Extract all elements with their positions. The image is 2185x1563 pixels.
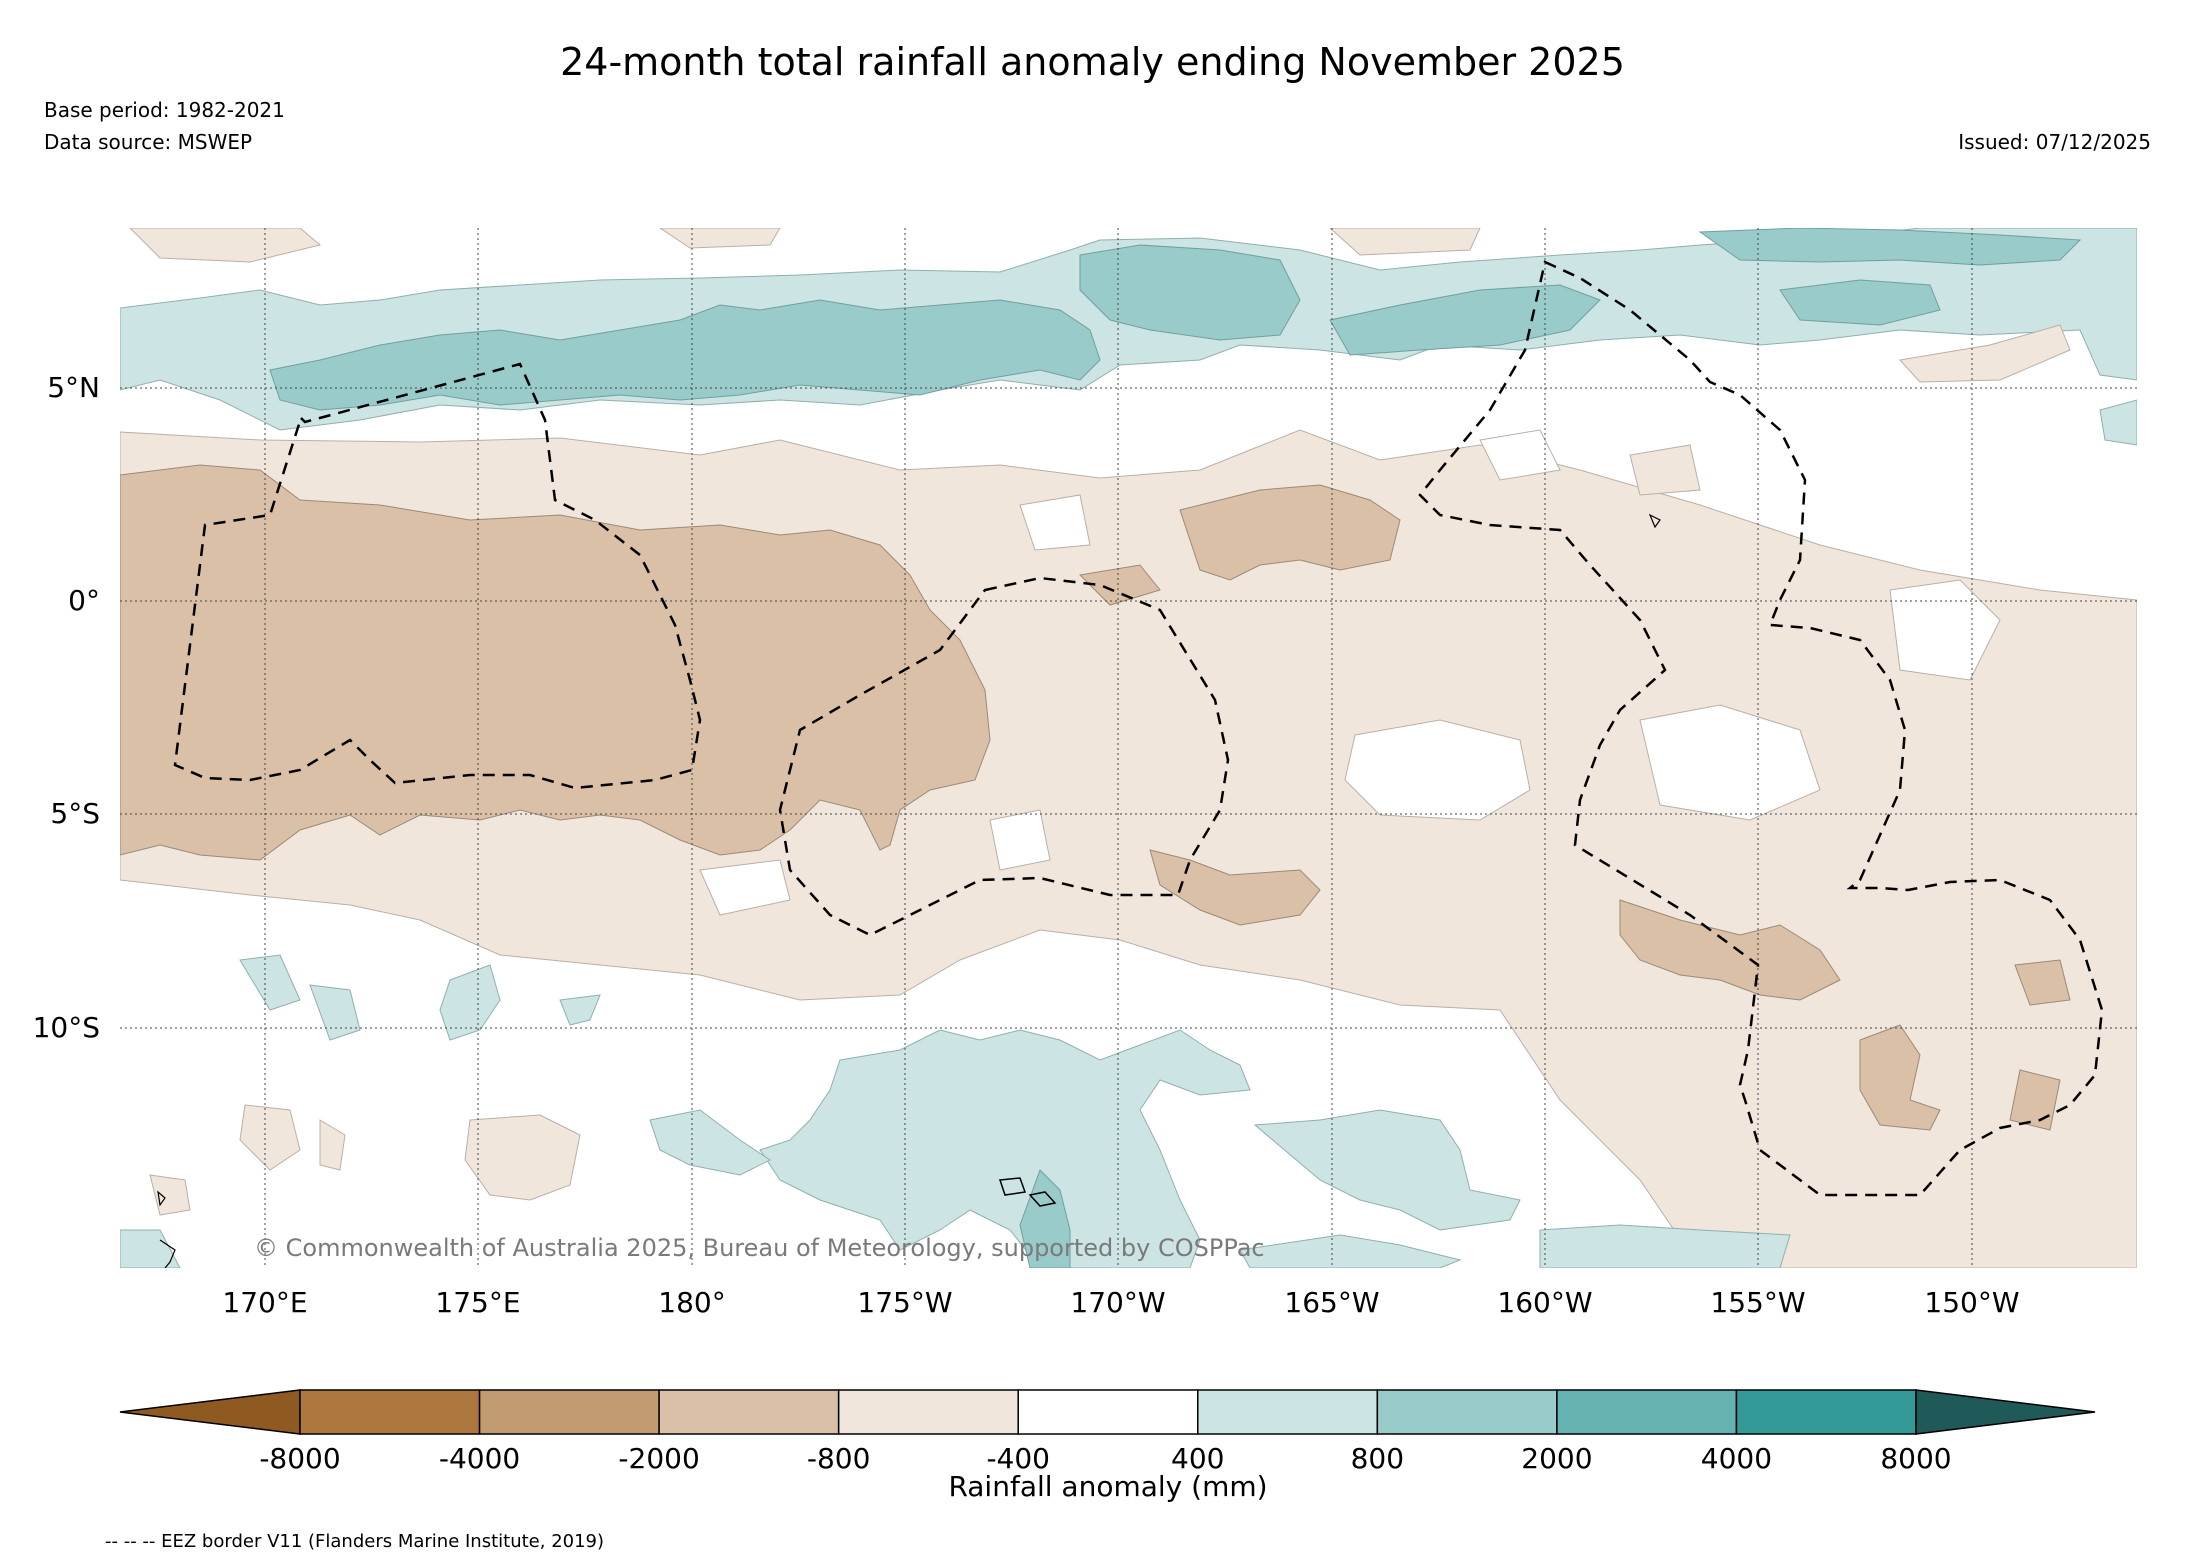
island-outline (1648, 513, 1661, 529)
anomaly-region-wet-mild (649, 1109, 771, 1176)
island-outline (159, 1239, 176, 1268)
anomaly-region-wet-mild (2099, 399, 2137, 446)
neutral-patch (1344, 719, 1531, 821)
eez-legend-note: -- -- -- EEZ border V11 (Flanders Marine… (105, 1531, 605, 1552)
lat-label: 5°S (50, 797, 100, 830)
colorbar-segment (837, 1389, 1019, 1435)
colorbar-segment (658, 1389, 840, 1435)
lon-label: 175°E (435, 1286, 520, 1319)
anomaly-region-dry-strong (1149, 849, 1321, 926)
colorbar-segment (1556, 1389, 1738, 1435)
map-title: 24-month total rainfall anomaly ending N… (560, 40, 1625, 84)
island-outline (1028, 1191, 1057, 1207)
anomaly-region-wet-mild (759, 1029, 1251, 1268)
colorbar: -8000 -4000 -2000 -800 -400 400 800 2000 4000 800… (119, 1389, 2096, 1503)
colorbar-tick-label: 800 (1351, 1442, 1404, 1475)
lon-label: 170°E (222, 1286, 307, 1319)
colorbar-tick-label: 8000 (1880, 1442, 1951, 1475)
neutral-patch (989, 809, 1051, 871)
anomaly-region-wet-mild (309, 984, 361, 1041)
anomaly-region-dry-mild (1329, 228, 1481, 256)
island-outline (998, 1177, 1027, 1196)
base-period: Base period: 1982-2021 (44, 98, 285, 122)
lon-label: 150°W (1924, 1286, 2019, 1319)
anomaly-region-wet-moderate (1079, 244, 1301, 341)
anomaly-region-wet-mild (1539, 1224, 1791, 1268)
colorbar-extend-low (119, 1389, 301, 1435)
anomaly-region-dry-strong (1078, 564, 1161, 606)
colorbar-tick-label: 400 (1171, 1442, 1224, 1475)
lon-label: 160°W (1497, 1286, 1592, 1319)
anomaly-region-wet-mild (120, 1229, 181, 1268)
neutral-patch (1639, 704, 1821, 821)
island-outline (157, 1190, 166, 1207)
eez-border-kiribati-line (1418, 260, 2104, 1197)
anomaly-region-wet-mild (1253, 1109, 1521, 1231)
colorbar-segment (1197, 1389, 1379, 1435)
colorbar-tick-label: 2000 (1521, 1442, 1592, 1475)
anomaly-region-dry-strong (2014, 959, 2071, 1006)
anomaly-region-dry-mild (239, 1104, 301, 1171)
lon-label: 180° (658, 1286, 725, 1319)
colorbar-tick-label: -8000 (259, 1442, 340, 1475)
anomaly-region-wet-mild (559, 994, 601, 1026)
colorbar-segment (1376, 1389, 1558, 1435)
eez-border-kiribati-gilberts (173, 362, 702, 790)
anomaly-region-wet-mild (439, 964, 501, 1041)
latitude-labels: 5°N 0° 5°S 10°S (33, 371, 100, 1044)
lon-label: 175°W (857, 1286, 952, 1319)
colorbar-segment (478, 1389, 660, 1435)
anomaly-region-dry-mild (1629, 444, 1701, 496)
colorbar-label: Rainfall anomaly (mm) (948, 1470, 1267, 1503)
anomaly-region-wet-moderate (1329, 284, 1601, 356)
anomaly-region-dry-mild (464, 1114, 581, 1201)
anomaly-region-dry-mild (1899, 324, 2071, 383)
graticule (120, 228, 2137, 1268)
neutral-patch (1479, 429, 1561, 481)
anomaly-region-dry-strong (120, 464, 991, 861)
colorbar-tick-label: -4000 (439, 1442, 520, 1475)
anomaly-region-wet-mild (239, 954, 301, 1011)
anomaly-region-dry-strong (1859, 1024, 1941, 1131)
anomaly-region-dry-mild (319, 1119, 346, 1171)
colorbar-segment (299, 1389, 481, 1435)
lat-label: 10°S (33, 1011, 100, 1044)
anomaly-region-wet-moderate (1698, 228, 2082, 266)
anomaly-region-wet-mild (1239, 1234, 1462, 1268)
lon-label: 165°W (1284, 1286, 1379, 1319)
lon-label: 170°W (1070, 1286, 1165, 1319)
anomaly-region-dry-strong (1179, 484, 1401, 581)
anomaly-region-dry-mild (129, 228, 322, 263)
neutral-patch (1019, 494, 1091, 551)
data-source: Data source: MSWEP (44, 130, 253, 154)
neutral-patch (699, 859, 791, 916)
lon-label: 155°W (1710, 1286, 1805, 1319)
colorbar-tick-label: 4000 (1701, 1442, 1772, 1475)
colorbar-extend-high (1915, 1389, 2096, 1435)
anomaly-region-wet-moderate (1779, 279, 1941, 326)
colorbar-segment (1735, 1389, 1917, 1435)
lat-label: 5°N (47, 371, 100, 404)
copyright-notice: © Commonwealth of Australia 2025, Bureau… (254, 1234, 1265, 1262)
eez-borders (173, 260, 2104, 1197)
lat-label: 0° (68, 584, 100, 617)
issued-date: Issued: 07/12/2025 (1958, 130, 2151, 154)
colorbar-tick-label: -400 (986, 1442, 1050, 1475)
anomaly-region-wet-moderate (269, 299, 1101, 411)
colorbar-tick-label: -800 (807, 1442, 871, 1475)
anomaly-region-dry-mild (659, 228, 781, 249)
longitude-labels: 170°E 175°E 180° 175°W 170°W 165°W 160°W… (222, 1286, 2019, 1319)
anomaly-region-dry-strong (1619, 899, 1841, 1001)
map-area: © Commonwealth of Australia 2025, Bureau… (120, 228, 2137, 1268)
colorbar-segment (1017, 1389, 1199, 1435)
colorbar-tick-label: -2000 (618, 1442, 699, 1475)
